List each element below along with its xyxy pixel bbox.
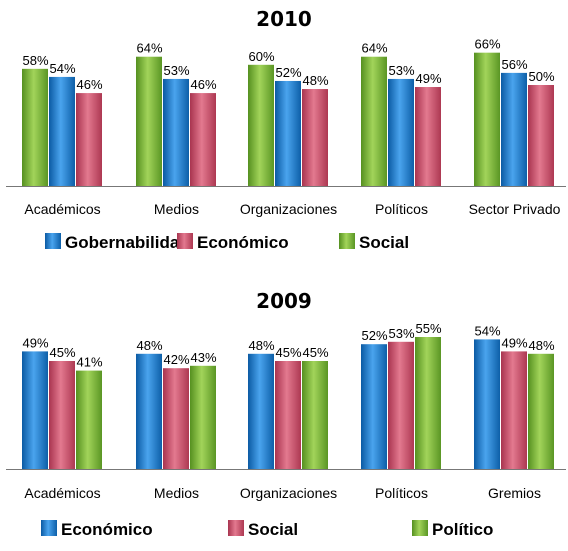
- value-label: 58%: [22, 53, 48, 68]
- legend-swatch-gobernabilidad: [45, 233, 61, 249]
- value-label: 49%: [415, 71, 441, 86]
- category-label: Académicos: [24, 201, 100, 217]
- bar-económico-4: [474, 339, 500, 469]
- legend-swatch-político: [412, 520, 428, 536]
- legend-swatch-social: [339, 233, 355, 249]
- legend-swatch-económico: [41, 520, 57, 536]
- value-label: 64%: [136, 41, 162, 56]
- bar-político-0: [76, 370, 102, 469]
- bar-social-2: [248, 64, 274, 186]
- bar-económico-4: [528, 85, 554, 186]
- category-label: Sector Privado: [469, 201, 561, 217]
- legend-label: Social: [359, 233, 409, 252]
- value-label: 52%: [361, 328, 387, 343]
- value-label: 53%: [163, 63, 189, 78]
- bar-gobernabilidad-0: [49, 76, 75, 186]
- bar-económico-3: [415, 87, 441, 186]
- value-label: 49%: [22, 335, 48, 350]
- bar-económico-0: [22, 351, 48, 469]
- value-label: 43%: [190, 350, 216, 365]
- bar-social-3: [388, 341, 414, 469]
- value-label: 48%: [136, 338, 162, 353]
- value-label: 54%: [474, 323, 500, 338]
- bar-político-1: [190, 365, 216, 469]
- bar-social-3: [361, 56, 387, 186]
- value-label: 52%: [275, 65, 301, 80]
- legend-swatch-social: [228, 520, 244, 536]
- value-label: 55%: [415, 321, 441, 336]
- bar-económico-3: [361, 344, 387, 469]
- bar-social-0: [22, 68, 48, 186]
- bar-social-1: [163, 368, 189, 469]
- bar-social-2: [275, 361, 301, 469]
- bar-económico-1: [136, 353, 162, 469]
- value-label: 46%: [190, 77, 216, 92]
- bar-económico-2: [302, 89, 328, 186]
- value-label: 45%: [302, 345, 328, 360]
- value-label: 45%: [275, 345, 301, 360]
- category-label: Políticos: [375, 485, 428, 501]
- category-label: Políticos: [375, 201, 428, 217]
- value-label: 56%: [501, 57, 527, 72]
- category-label: Académicos: [24, 485, 100, 501]
- category-label: Organizaciones: [240, 201, 337, 217]
- bar-gobernabilidad-1: [163, 78, 189, 186]
- bar-social-0: [49, 361, 75, 469]
- bar-económico-2: [248, 353, 274, 469]
- value-label: 64%: [361, 41, 387, 56]
- legend-label: Político: [432, 520, 493, 539]
- chart-title-2009: 2009: [256, 289, 312, 313]
- legend-label: Social: [248, 520, 298, 539]
- legend-label: Económico: [61, 520, 153, 539]
- value-label: 41%: [76, 355, 102, 370]
- value-label: 60%: [248, 49, 274, 64]
- category-label: Gremios: [488, 485, 541, 501]
- bar-social-4: [501, 351, 527, 469]
- legend-label: Gobernabilidad: [65, 233, 190, 252]
- value-label: 50%: [528, 69, 554, 84]
- bar-gobernabilidad-2: [275, 80, 301, 186]
- bar-gobernabilidad-3: [388, 78, 414, 186]
- bar-económico-0: [76, 93, 102, 186]
- category-label: Medios: [154, 201, 199, 217]
- bar-político-2: [302, 361, 328, 469]
- value-label: 53%: [388, 326, 414, 341]
- bar-político-4: [528, 353, 554, 469]
- value-label: 48%: [302, 73, 328, 88]
- bar-económico-1: [190, 93, 216, 186]
- value-label: 53%: [388, 63, 414, 78]
- value-label: 42%: [163, 352, 189, 367]
- legend-swatch-económico: [177, 233, 193, 249]
- value-label: 49%: [501, 335, 527, 350]
- bar-social-1: [136, 56, 162, 186]
- value-label: 46%: [76, 77, 102, 92]
- bar-político-3: [415, 337, 441, 469]
- category-label: Organizaciones: [240, 485, 337, 501]
- chart-title-2010: 2010: [256, 7, 312, 31]
- value-label: 54%: [49, 61, 75, 76]
- category-label: Medios: [154, 485, 199, 501]
- legend-label: Económico: [197, 233, 289, 252]
- value-label: 66%: [474, 37, 500, 52]
- bar-social-4: [474, 52, 500, 187]
- value-label: 48%: [248, 338, 274, 353]
- value-label: 45%: [49, 345, 75, 360]
- value-label: 48%: [528, 338, 554, 353]
- bar-gobernabilidad-4: [501, 72, 527, 186]
